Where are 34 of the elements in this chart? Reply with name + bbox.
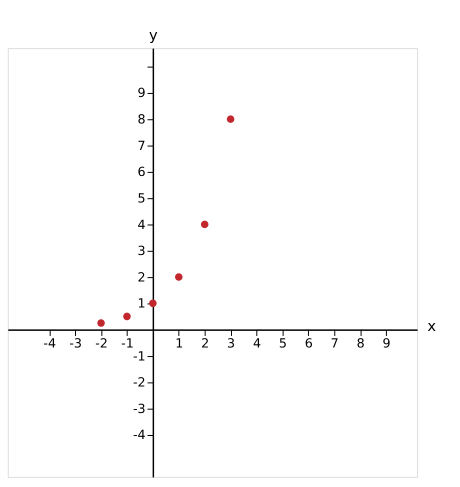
x-tick-label: 4 bbox=[252, 336, 262, 351]
point bbox=[97, 319, 105, 327]
y-tick-label: 6 bbox=[138, 164, 146, 180]
x-tick-label: 8 bbox=[356, 336, 365, 351]
x-tick-label: 7 bbox=[330, 336, 339, 351]
y-axis-title: y bbox=[149, 26, 158, 44]
point bbox=[123, 312, 131, 320]
y-tick-label: 9 bbox=[138, 85, 146, 100]
y-tick-label: -2 bbox=[132, 374, 146, 390]
x-tick-label: -2 bbox=[95, 336, 108, 351]
x-tick-label: 9 bbox=[382, 336, 391, 351]
x-tick-label: 3 bbox=[227, 336, 236, 351]
y-tick-label: 4 bbox=[138, 216, 146, 232]
y-tick-label: -4 bbox=[132, 427, 146, 442]
x-tick-label: 6 bbox=[304, 336, 313, 351]
y-tick-label: 3 bbox=[138, 243, 146, 258]
y-tick-label: 5 bbox=[138, 190, 146, 206]
y-tick-label: 8 bbox=[138, 112, 146, 127]
x-tick-label: 1 bbox=[175, 336, 184, 351]
point bbox=[149, 300, 157, 308]
y-tick-label: 2 bbox=[138, 269, 146, 284]
x-tick-label: -4 bbox=[43, 336, 56, 351]
y-tick-label: 7 bbox=[138, 138, 146, 153]
point bbox=[175, 273, 183, 281]
x-tick-label: 2 bbox=[201, 336, 210, 351]
y-tick-label: 1 bbox=[138, 296, 146, 311]
x-tick-label: -1 bbox=[121, 336, 134, 351]
x-tick-label: -3 bbox=[69, 336, 82, 351]
point bbox=[226, 115, 234, 123]
x-tick-label: 5 bbox=[278, 336, 287, 351]
point bbox=[200, 220, 208, 228]
y-tick-label: -3 bbox=[132, 400, 146, 416]
x-axis-title: x bbox=[427, 318, 436, 336]
y-tick-label: -1 bbox=[132, 348, 146, 364]
